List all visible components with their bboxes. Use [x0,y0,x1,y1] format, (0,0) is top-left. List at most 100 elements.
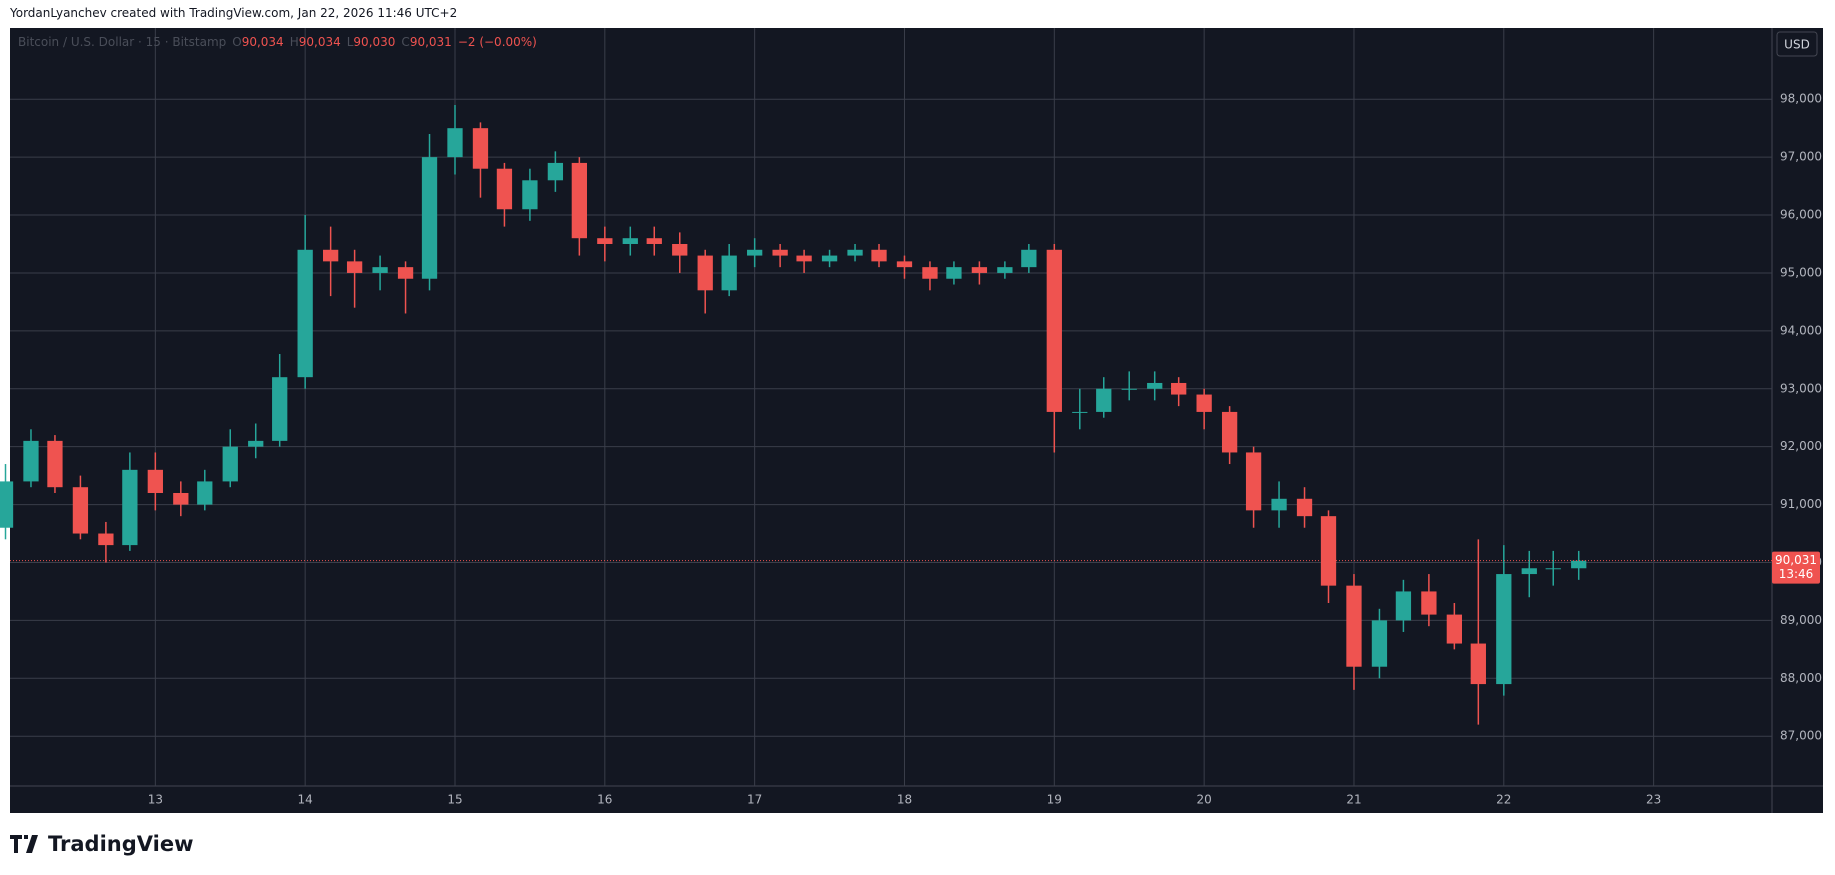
candle-body [272,377,288,441]
y-tick-label: 89,000 [1780,613,1822,627]
candle-body [1096,388,1112,412]
candle-body [72,487,89,534]
candle-body [1221,411,1238,453]
candle-body [397,267,414,279]
candle-body [1470,643,1486,685]
candle-body [122,469,138,546]
candle-body [1421,591,1437,615]
candle-body [571,162,587,239]
candle-body [472,128,489,169]
candle-body [1046,249,1062,412]
candle-body [1021,249,1037,268]
footer: TradingView [10,832,193,856]
ohlc-value: 90,031 [410,35,452,49]
candle-body [1271,498,1287,511]
currency-label[interactable]: USD [1784,38,1810,52]
candle-body [847,249,863,256]
x-tick-label: 19 [1047,793,1062,807]
candle-body [721,255,737,291]
last-price-badge [1772,551,1820,584]
candle-body [697,255,713,291]
x-tick-label: 13 [148,793,163,807]
ohlc-key: O [232,35,241,49]
candle-body [372,267,388,273]
candle-body [1296,498,1313,517]
ohlc-key: H [290,35,299,49]
candle-body [1320,516,1337,586]
candle-body [222,446,238,482]
candle-body [1496,574,1512,685]
candle-body [322,249,339,262]
ohlc-value: 90,034 [299,35,341,49]
chart-background [10,28,1823,813]
y-tick-label: 87,000 [1780,729,1822,743]
countdown-label: 13:46 [1779,567,1814,581]
candle-body [1446,614,1463,644]
candle-body [971,267,988,273]
footer-brand: TradingView [48,832,194,856]
candle-body [197,481,213,505]
candles [0,105,1587,725]
logo-icon [10,835,38,853]
candle-body [997,267,1013,273]
candle-body [646,238,662,244]
candle-body [946,267,962,279]
y-tick-label: 95,000 [1780,265,1822,279]
candle-body [871,249,887,262]
symbol-name: Bitcoin / U.S. Dollar · 15 · Bitstamp [18,35,226,49]
candle-body [547,162,564,181]
candle-body [47,440,63,488]
candle-body [1571,560,1587,569]
y-tick-label: 98,000 [1780,92,1822,106]
candle-body [1171,382,1187,395]
header-credit: YordanLyanchev created with TradingView.… [10,6,458,20]
y-tick-label: 91,000 [1780,497,1822,511]
candle-body [1521,568,1537,575]
candle-body [496,168,513,210]
candle-body [147,469,163,493]
candle-body [821,255,838,262]
candle-body [1395,591,1412,621]
y-tick-label: 94,000 [1780,323,1822,337]
candle-body [1346,585,1362,667]
last-price-label: 90,031 [1775,553,1817,567]
candle-body [173,492,189,505]
ohlc-key: C [401,35,409,49]
x-tick-label: 14 [298,793,313,807]
x-tick-label: 21 [1346,793,1361,807]
y-tick-label: 93,000 [1780,381,1822,395]
y-tick-label: 96,000 [1780,208,1822,222]
candle-body [772,249,788,256]
currency-button[interactable] [1776,31,1818,57]
x-tick-label: 18 [897,793,912,807]
x-tick-label: 23 [1646,793,1661,807]
y-tick-label: 97,000 [1780,150,1822,164]
candle-body [522,180,538,210]
candle-body [922,267,938,279]
ohlc-value: 90,034 [242,35,284,49]
candle-body [1245,452,1262,511]
y-tick-label: 88,000 [1780,671,1822,685]
x-tick-label: 22 [1496,793,1511,807]
candle-body [447,128,463,158]
y-tick-label: 92,000 [1780,439,1822,453]
candle-body [421,157,438,279]
candle-body [1121,388,1137,390]
candle-body [672,243,688,256]
candle-body [747,249,763,256]
candle-body [346,261,363,273]
candle-body [1072,411,1088,413]
candle-body [297,249,313,378]
x-tick-label: 20 [1197,793,1212,807]
candle-body [0,481,14,528]
candle-body [1371,620,1388,667]
ohlc-value: 90,030 [353,35,395,49]
x-tick-label: 17 [747,793,762,807]
change-value: −2 (−0.00%) [458,35,537,49]
candle-body [1545,568,1561,570]
candle-body [896,261,913,268]
candle-body [622,238,638,244]
